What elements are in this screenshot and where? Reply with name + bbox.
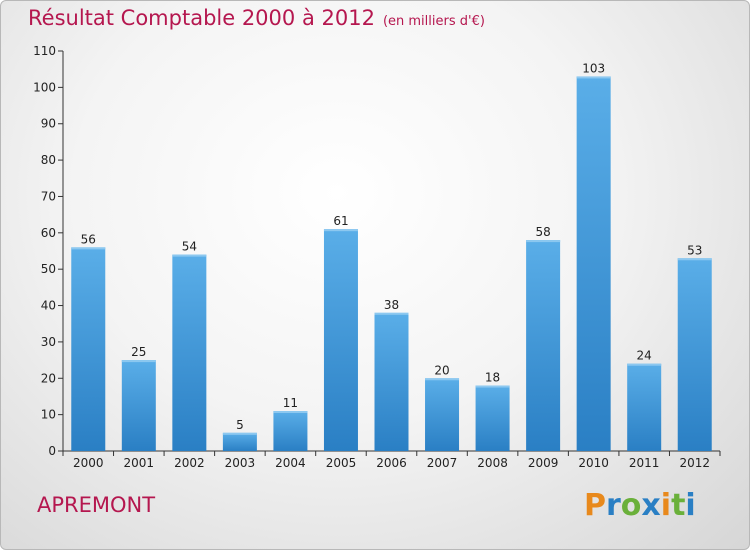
x-tick-label: 2007: [427, 456, 458, 470]
value-label: 20: [434, 363, 449, 377]
bar-highlight: [576, 76, 611, 79]
bar: [172, 254, 207, 451]
logo-letter: t: [671, 488, 686, 523]
bar: [222, 432, 257, 451]
bar: [627, 363, 662, 451]
y-tick-label: 0: [48, 444, 56, 458]
value-label: 103: [582, 61, 605, 75]
bar-highlight: [374, 312, 409, 315]
y-tick-label: 70: [41, 189, 56, 203]
bar: [323, 229, 358, 451]
y-tick-label: 20: [41, 371, 56, 385]
bar-highlight: [526, 240, 561, 243]
bar: [273, 411, 308, 451]
x-tick-label: 2002: [174, 456, 205, 470]
y-tick-label: 90: [41, 117, 56, 131]
value-label: 5: [236, 418, 244, 432]
value-label: 54: [182, 240, 197, 254]
x-tick-label: 2009: [528, 456, 559, 470]
y-tick-label: 50: [41, 262, 56, 276]
logo-letter: P: [584, 488, 606, 523]
value-label: 25: [131, 345, 146, 359]
bar: [677, 258, 712, 451]
bar-highlight: [172, 254, 207, 257]
y-tick-label: 40: [41, 299, 56, 313]
bar: [475, 385, 510, 451]
y-tick-label: 100: [33, 80, 56, 94]
value-label: 56: [81, 232, 96, 246]
x-tick-label: 2008: [477, 456, 508, 470]
logo-letter: o: [620, 488, 642, 523]
x-tick-label: 2001: [124, 456, 155, 470]
value-label: 53: [687, 243, 702, 257]
value-label: 24: [637, 349, 652, 363]
value-label: 58: [535, 225, 550, 239]
x-tick-label: 2003: [225, 456, 256, 470]
x-tick-label: 2006: [376, 456, 407, 470]
y-tick-label: 60: [41, 226, 56, 240]
logo-letter: r: [606, 488, 621, 523]
bar-highlight: [121, 360, 156, 363]
logo-letter: i: [685, 488, 696, 523]
bar: [576, 76, 611, 452]
y-tick-label: 30: [41, 335, 56, 349]
bar-highlight: [425, 378, 460, 381]
x-tick-label: 2011: [629, 456, 660, 470]
x-tick-label: 2000: [73, 456, 104, 470]
bar-highlight: [677, 258, 712, 261]
y-tick-label: 10: [41, 408, 56, 422]
value-label: 61: [333, 214, 348, 228]
labels: 56 2000 25 2001 54 2002 5 2003 11 2004 61 2005 38 200…: [73, 61, 710, 470]
chart-title: Résultat Comptable 2000 à 2012: [28, 6, 375, 30]
bar-highlight: [627, 363, 662, 366]
x-tick-label: 2010: [578, 456, 609, 470]
chart-subtitle: (en milliers d'€): [382, 14, 485, 29]
bar: [425, 378, 460, 451]
bar-highlight: [475, 385, 510, 388]
logo-letter: i: [660, 488, 672, 523]
value-label: 11: [283, 396, 298, 410]
x-tick-label: 2004: [275, 456, 306, 470]
bar-highlight: [273, 411, 308, 413]
proxiti-logo: Proxiti: [584, 488, 696, 523]
chart-title-block: Résultat Comptable 2000 à 2012 (en millie…: [28, 6, 485, 30]
commune-name: APREMONT: [37, 493, 156, 517]
value-label: 18: [485, 371, 500, 385]
x-tick-label: 2005: [326, 456, 357, 470]
bar-highlight: [71, 247, 106, 250]
bar-highlight: [222, 432, 257, 435]
y-tick-label: 110: [33, 44, 56, 58]
logo-letter: x: [641, 488, 661, 523]
bar-highlight: [323, 229, 358, 232]
bar: [71, 247, 106, 451]
bar: [526, 240, 561, 451]
y-tick-label: 80: [41, 153, 56, 167]
bar: [121, 360, 156, 451]
bars: [71, 76, 712, 452]
value-label: 38: [384, 298, 399, 312]
bar: [374, 312, 409, 451]
x-tick-label: 2012: [679, 456, 710, 470]
